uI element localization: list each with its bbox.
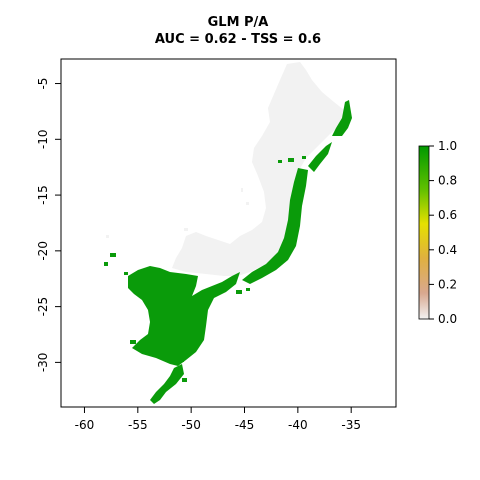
y-axis: -5 -10 -15 -20 -25 -30 [36,78,61,373]
legend-tick-label: 0.4 [438,243,457,257]
map-title: GLM P/A [208,15,269,30]
y-tick-label: -20 [36,241,50,261]
map-subtitle: AUC = 0.62 - TSS = 0.6 [155,32,321,47]
legend-tick-label: 0.8 [438,174,457,188]
legend-tick-label: 0.0 [438,312,457,326]
x-tick-label: -40 [288,418,308,432]
absence-region [172,62,344,276]
map-raster [104,62,352,404]
presence-southern-block [128,266,240,366]
y-tick-label: -25 [36,297,50,317]
x-axis: -60 -55 -50 -45 -40 -35 [75,407,361,432]
y-tick-label: -5 [36,78,50,90]
y-tick-label: -15 [36,185,50,205]
legend-colorbar [418,145,430,320]
legend-ticks: 1.0 0.8 0.6 0.4 0.2 0.0 [429,139,457,326]
legend-tick-label: 1.0 [438,139,457,153]
x-tick-label: -45 [235,418,255,432]
x-tick-label: -60 [75,418,95,432]
legend-tick-label: 0.2 [438,277,457,291]
plot-frame [60,58,397,408]
y-tick-label: -30 [36,353,50,373]
presence-coastal-strip [332,100,352,136]
y-tick-label: -10 [36,130,50,150]
x-tick-label: -35 [341,418,361,432]
legend: 1.0 0.8 0.6 0.4 0.2 0.0 [418,139,457,326]
x-tick-label: -50 [181,418,201,432]
legend-tick-label: 0.6 [438,208,457,222]
x-tick-label: -55 [128,418,148,432]
